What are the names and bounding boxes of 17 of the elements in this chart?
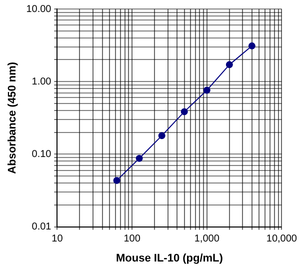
x-axis-title: Mouse IL-10 (pg/mL) bbox=[116, 252, 224, 264]
point bbox=[180, 108, 188, 116]
x-tick-label: 100 bbox=[124, 234, 141, 245]
point bbox=[203, 86, 210, 94]
y-axis-title: Absorbance (450 nm) bbox=[6, 62, 19, 174]
point bbox=[226, 61, 233, 68]
point bbox=[158, 132, 166, 140]
point bbox=[248, 42, 256, 50]
point bbox=[113, 176, 120, 184]
y-tick-label: 1.00 bbox=[32, 76, 52, 88]
y-tick-label: 10.00 bbox=[26, 4, 52, 15]
x-tick-label: 10,000 bbox=[266, 234, 298, 245]
y-tick-label: 0.10 bbox=[32, 148, 52, 160]
x-tick-label: 10 bbox=[52, 234, 64, 245]
x-tick-label: 1,000 bbox=[194, 234, 220, 245]
point bbox=[136, 154, 143, 162]
y-tick-label: 0.01 bbox=[32, 222, 52, 233]
